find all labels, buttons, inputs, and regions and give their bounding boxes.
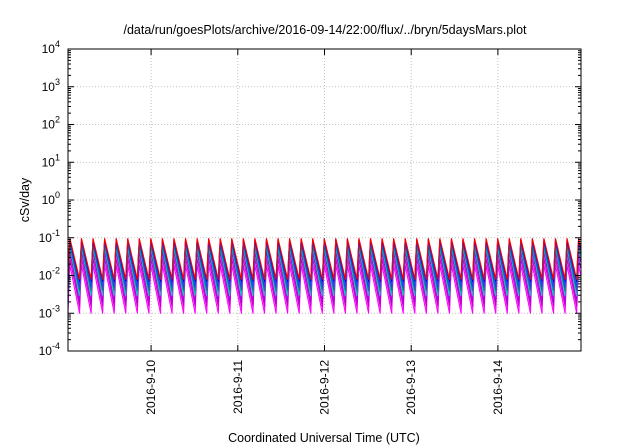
y-tick-exponent: -2 (52, 266, 60, 276)
grid-lines (68, 49, 581, 351)
y-tick-base: 10 (42, 80, 56, 94)
y-tick-label: 104 (42, 39, 60, 56)
series-line (67, 238, 582, 280)
x-tick-label: 2016-9-10 (144, 360, 158, 415)
y-tick-base: 10 (39, 344, 53, 358)
y-tick-exponent: 4 (55, 39, 60, 49)
y-tick-base: 10 (42, 155, 56, 169)
y-tick-label: 10-3 (39, 303, 60, 320)
y-tick-label: 100 (42, 190, 60, 207)
x-tick-label: 2016-9-11 (231, 360, 245, 414)
y-tick-exponent: -1 (52, 228, 60, 238)
y-tick-label: 103 (42, 77, 60, 94)
x-tick-label: 2016-9-12 (318, 360, 332, 415)
chart-title: /data/run/goesPlots/archive/2016-09-14/2… (123, 23, 527, 37)
y-tick-exponent: 0 (55, 190, 60, 200)
y-tick-base: 10 (39, 269, 53, 283)
y-tick-base: 10 (42, 193, 56, 207)
x-axis-label: Coordinated Universal Time (UTC) (228, 431, 420, 445)
y-tick-base: 10 (42, 118, 56, 132)
y-tick-exponent: -4 (52, 341, 60, 351)
y-tick-base: 10 (39, 306, 53, 320)
y-tick-base: 10 (39, 231, 53, 245)
y-tick-label: 10-4 (39, 341, 60, 358)
y-tick-label: 10-2 (39, 266, 60, 283)
y-tick-exponent: 3 (55, 77, 60, 87)
data-series (67, 238, 582, 314)
y-tick-exponent: 2 (55, 115, 60, 125)
x-axis: 2016-9-10 2016-9-11 2016-9-12 2016-9-13 2016… (144, 49, 505, 415)
y-axis-label: cSv/day (18, 177, 32, 222)
y-tick-base: 10 (42, 42, 56, 56)
y-tick-exponent: 1 (55, 152, 60, 162)
y-tick-label: 10-1 (39, 228, 60, 245)
y-tick-label: 101 (42, 152, 60, 169)
y-tick-label: 102 (42, 115, 60, 132)
y-tick-exponent: -3 (52, 303, 60, 313)
x-tick-label: 2016-9-13 (404, 360, 418, 415)
x-tick-label: 2016-9-14 (491, 360, 505, 415)
